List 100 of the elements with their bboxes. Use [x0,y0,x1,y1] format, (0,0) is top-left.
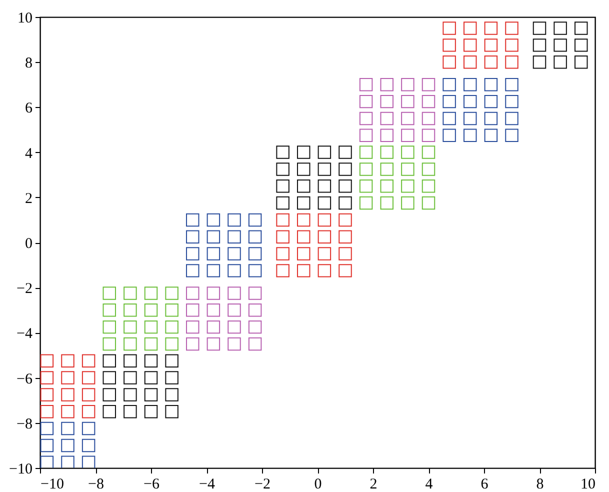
point [464,128,477,142]
point [359,94,373,108]
point [102,405,116,418]
y-tick-label: −10 [9,462,32,478]
point [276,146,290,159]
point [297,162,310,176]
point [206,247,220,260]
point [318,162,332,176]
point [422,162,436,176]
x-tick-label: 8 [536,476,544,492]
point [144,354,158,368]
point [505,78,518,92]
x-tick-label: 2 [370,476,378,492]
point [82,371,96,384]
point [228,286,241,300]
point [505,22,518,35]
point [318,247,332,260]
point [82,422,96,436]
point [380,78,394,92]
point [380,94,394,108]
point [464,112,477,126]
x-tick-label: 4 [425,476,434,492]
point [144,371,158,384]
point [186,286,200,300]
point [186,320,200,334]
point [359,112,373,126]
y-tick-label: −4 [16,326,33,342]
point [338,196,352,210]
point [532,55,546,69]
point [422,196,436,210]
point [442,55,456,69]
point [422,146,436,159]
point [61,422,74,436]
point [484,55,498,69]
point [102,371,116,384]
point [359,162,373,176]
point [422,94,436,108]
point [359,180,373,193]
point [338,146,352,159]
point [186,213,200,227]
point [186,264,200,278]
point [206,320,220,334]
x-tick-label: −6 [144,476,160,492]
point [40,371,54,384]
point [248,304,262,317]
point [61,438,74,452]
point [248,213,262,227]
point [228,304,241,317]
point [359,146,373,159]
point [102,337,116,351]
point [102,320,116,334]
y-tick-label: 2 [25,190,32,207]
point [297,264,310,278]
point [338,247,352,260]
point [359,78,373,92]
point [401,78,414,92]
point [228,320,241,334]
point [297,230,310,244]
point [165,371,178,384]
point [505,94,518,108]
point [82,438,96,452]
point [505,128,518,142]
point [165,354,178,368]
x-tick-label: −10 [40,476,64,492]
y-tick-label: 4 [25,146,33,162]
point [297,146,310,159]
point [554,55,567,69]
point [61,354,74,368]
x-tick-label: 0 [314,476,322,492]
point [401,180,414,193]
point [276,180,290,193]
point [144,286,158,300]
point [442,38,456,52]
y-tick-label: −2 [16,281,32,298]
point [102,354,116,368]
point [574,22,588,35]
point [422,128,436,142]
point [102,304,116,317]
point [276,162,290,176]
point [228,230,241,244]
point [442,128,456,142]
point [359,128,373,142]
point [484,94,498,108]
point [401,128,414,142]
point [276,196,290,210]
point [297,247,310,260]
point [228,264,241,278]
point [318,264,332,278]
point [248,320,262,334]
point [442,94,456,108]
point [206,230,220,244]
point [206,286,220,300]
x-tick-label: 10 [580,476,596,492]
point [40,422,54,436]
x-tick-label: −2 [254,476,270,492]
point [186,304,200,317]
point [318,213,332,227]
point [276,213,290,227]
point [124,320,137,334]
point [82,405,96,418]
